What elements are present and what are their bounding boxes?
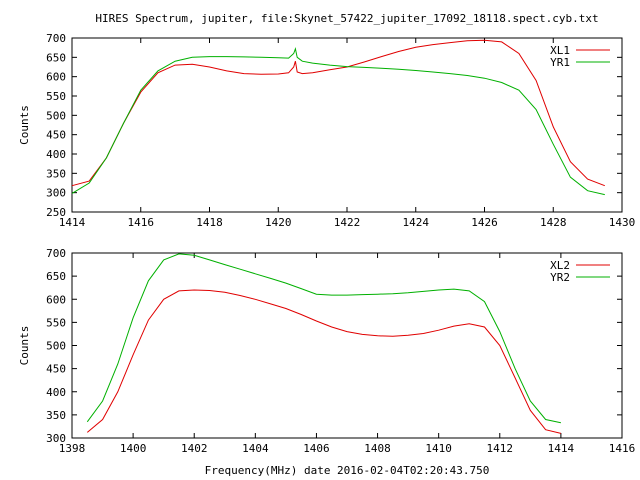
x-tick-label: 1426 (471, 216, 498, 229)
y-tick-label: 400 (46, 148, 66, 161)
y-tick-label: 300 (46, 187, 66, 200)
chart-title: HIRES Spectrum, jupiter, file:Skynet_574… (95, 12, 598, 25)
y-axis-label: Counts (18, 326, 31, 366)
x-tick-label: 1416 (128, 216, 155, 229)
y-tick-label: 400 (46, 386, 66, 399)
x-tick-label: 1430 (609, 216, 636, 229)
x-tick-label: 1414 (59, 216, 86, 229)
x-tick-label: 1406 (303, 442, 330, 455)
y-tick-label: 500 (46, 109, 66, 122)
lower-panel: 1398 1400 1402 1404 1406 1408 1410 1412 1414 1416… (18, 247, 635, 455)
y-tick-label: 600 (46, 293, 66, 306)
x-tick-label: 1420 (265, 216, 292, 229)
x-tick-label: 1402 (181, 442, 208, 455)
upper-panel: 1414 1416 1418 1420 1422 1424 1426 1428 1430 250 3… (18, 32, 635, 229)
x-tick-label: 1410 (425, 442, 452, 455)
plot-frame (71, 252, 623, 439)
y-tick-label: 350 (46, 167, 66, 180)
x-tick-label: 1428 (540, 216, 567, 229)
x-tick-label: 1398 (59, 442, 86, 455)
y-tick-label: 700 (46, 32, 66, 45)
x-tick-label: 1422 (334, 216, 361, 229)
x-axis-label: Frequency(MHz) date 2016-02-04T02:20:43.… (205, 464, 490, 477)
x-tick-label: 1418 (196, 216, 223, 229)
y-tick-label: 650 (46, 51, 66, 64)
y-tick-label: 450 (46, 363, 66, 376)
y-tick-label: 600 (46, 71, 66, 84)
legend-label: YR1 (550, 56, 570, 69)
series-line-xl1 (71, 39, 605, 187)
y-tick-label: 550 (46, 90, 66, 103)
y-tick-label: 500 (46, 340, 66, 353)
series-line-yr1 (71, 46, 605, 196)
x-tick-label: 1400 (120, 442, 147, 455)
y-axis-label: Counts (18, 105, 31, 145)
legend-label: XL1 (550, 44, 570, 57)
x-tick-label: 1414 (548, 442, 575, 455)
x-tick-label: 1404 (242, 442, 269, 455)
series-line-xl2 (86, 289, 562, 434)
x-tick-label: 1408 (364, 442, 391, 455)
y-tick-label: 700 (46, 247, 66, 260)
y-tick-label: 350 (46, 409, 66, 422)
y-tick-label: 300 (46, 432, 66, 445)
x-tick-label: 1416 (609, 442, 636, 455)
y-tick-label: 550 (46, 316, 66, 329)
y-tick-label: 450 (46, 129, 66, 142)
y-tick-label: 250 (46, 206, 66, 219)
y-tick-label: 650 (46, 270, 66, 283)
legend-label: XL2 (550, 259, 570, 272)
legend-label: YR2 (550, 271, 570, 284)
x-tick-label: 1424 (403, 216, 430, 229)
x-tick-label: 1412 (487, 442, 514, 455)
plot-frame (71, 37, 623, 213)
series-line-yr2 (86, 253, 562, 424)
